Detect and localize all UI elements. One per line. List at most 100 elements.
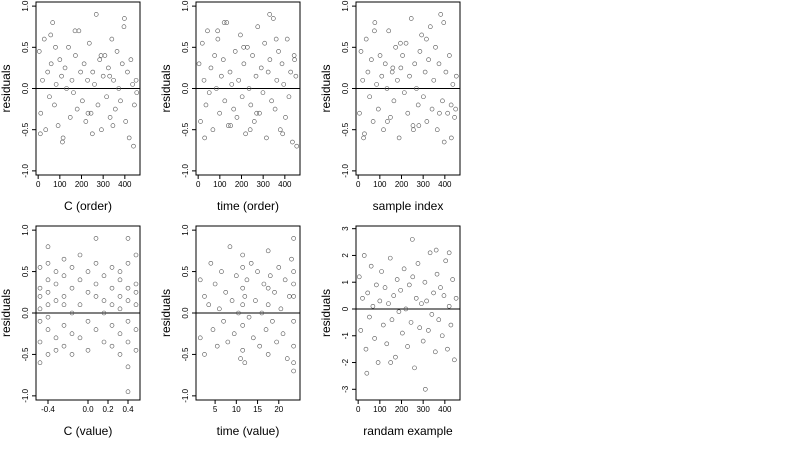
data-point <box>228 123 233 128</box>
data-point <box>240 323 245 328</box>
data-point <box>384 86 390 91</box>
data-point <box>264 135 269 141</box>
y-tick-label: 0.0 <box>181 82 190 94</box>
data-point <box>374 82 379 87</box>
data-point <box>101 298 107 303</box>
data-point <box>370 304 376 309</box>
data-point <box>269 98 274 104</box>
data-point <box>364 370 370 376</box>
data-point <box>61 323 67 328</box>
data-point <box>62 65 68 71</box>
x-tick-label: 0.2 <box>102 405 114 414</box>
data-point <box>369 57 374 62</box>
data-point <box>232 49 238 54</box>
data-point <box>380 322 386 328</box>
data-point <box>125 69 130 75</box>
data-point <box>372 336 377 341</box>
data-point <box>365 69 371 75</box>
data-point <box>427 250 433 256</box>
data-point <box>202 135 207 141</box>
x-tick-label: 400 <box>438 405 452 414</box>
data-point <box>379 73 385 79</box>
data-point <box>288 69 293 75</box>
data-point <box>243 131 248 137</box>
data-point <box>441 20 447 25</box>
data-point <box>85 289 91 295</box>
data-point <box>201 77 207 83</box>
x-tick-label: 400 <box>438 180 452 189</box>
y-tick-label: 0 <box>341 306 350 311</box>
data-point <box>69 331 75 337</box>
data-point <box>60 139 65 145</box>
data-point <box>64 86 69 91</box>
data-point <box>273 36 279 42</box>
data-point <box>246 314 252 320</box>
data-point <box>402 90 407 95</box>
data-point <box>219 73 224 79</box>
data-point <box>53 281 59 287</box>
data-point <box>45 69 51 75</box>
x-tick-label: 0 <box>356 405 361 414</box>
data-point <box>109 36 115 42</box>
data-point <box>197 335 203 341</box>
data-point <box>61 294 67 299</box>
data-point <box>395 77 400 83</box>
data-point <box>214 86 219 91</box>
data-point <box>229 298 235 303</box>
data-point <box>394 277 400 282</box>
data-point <box>85 269 91 274</box>
data-point <box>426 57 431 62</box>
x-tick-label: 200 <box>395 180 409 189</box>
data-point <box>83 119 89 124</box>
y-tick-label: 1.0 <box>21 0 30 12</box>
data-point <box>246 86 252 91</box>
data-point <box>361 253 367 258</box>
data-point <box>117 306 123 312</box>
data-point <box>93 281 99 287</box>
data-point <box>291 281 296 287</box>
data-point <box>393 354 398 360</box>
data-point <box>205 28 210 34</box>
data-point <box>259 310 265 316</box>
data-point <box>59 73 64 79</box>
data-point <box>66 45 71 50</box>
data-point <box>413 295 419 301</box>
data-point <box>258 65 264 71</box>
data-point <box>408 320 414 325</box>
data-point <box>261 281 267 287</box>
data-point <box>117 294 123 299</box>
data-point <box>225 339 231 345</box>
data-point <box>53 269 59 274</box>
data-point <box>357 110 362 116</box>
data-point <box>109 323 115 328</box>
x-axis-label: time (order) <box>217 199 279 213</box>
data-point <box>272 106 278 112</box>
data-point <box>45 260 51 266</box>
data-point <box>398 65 404 71</box>
data-point <box>391 293 397 298</box>
data-point <box>131 143 136 149</box>
data-point <box>93 327 99 332</box>
data-point <box>446 304 452 309</box>
data-point <box>287 294 292 299</box>
y-tick-label: 0.5 <box>181 265 190 277</box>
data-point <box>206 90 212 95</box>
scatter-panel-6: 0 100 200 300 400 -3 -2 -1 0 1 2 3 randam example res… <box>319 225 461 438</box>
data-point <box>45 352 51 357</box>
data-point <box>223 289 229 295</box>
data-point <box>283 115 288 120</box>
data-point <box>133 302 139 308</box>
data-point <box>445 110 450 116</box>
data-point <box>422 279 428 285</box>
data-point <box>382 285 388 290</box>
data-point <box>423 386 428 392</box>
data-point <box>289 256 294 262</box>
data-point <box>251 335 256 341</box>
data-point <box>93 260 99 266</box>
y-tick-label: 1.0 <box>181 224 190 236</box>
y-tick-label: 0.5 <box>341 41 350 53</box>
data-point <box>441 293 447 298</box>
data-point <box>206 302 212 308</box>
data-point <box>78 69 83 75</box>
x-axis-label: C (value) <box>64 424 113 438</box>
